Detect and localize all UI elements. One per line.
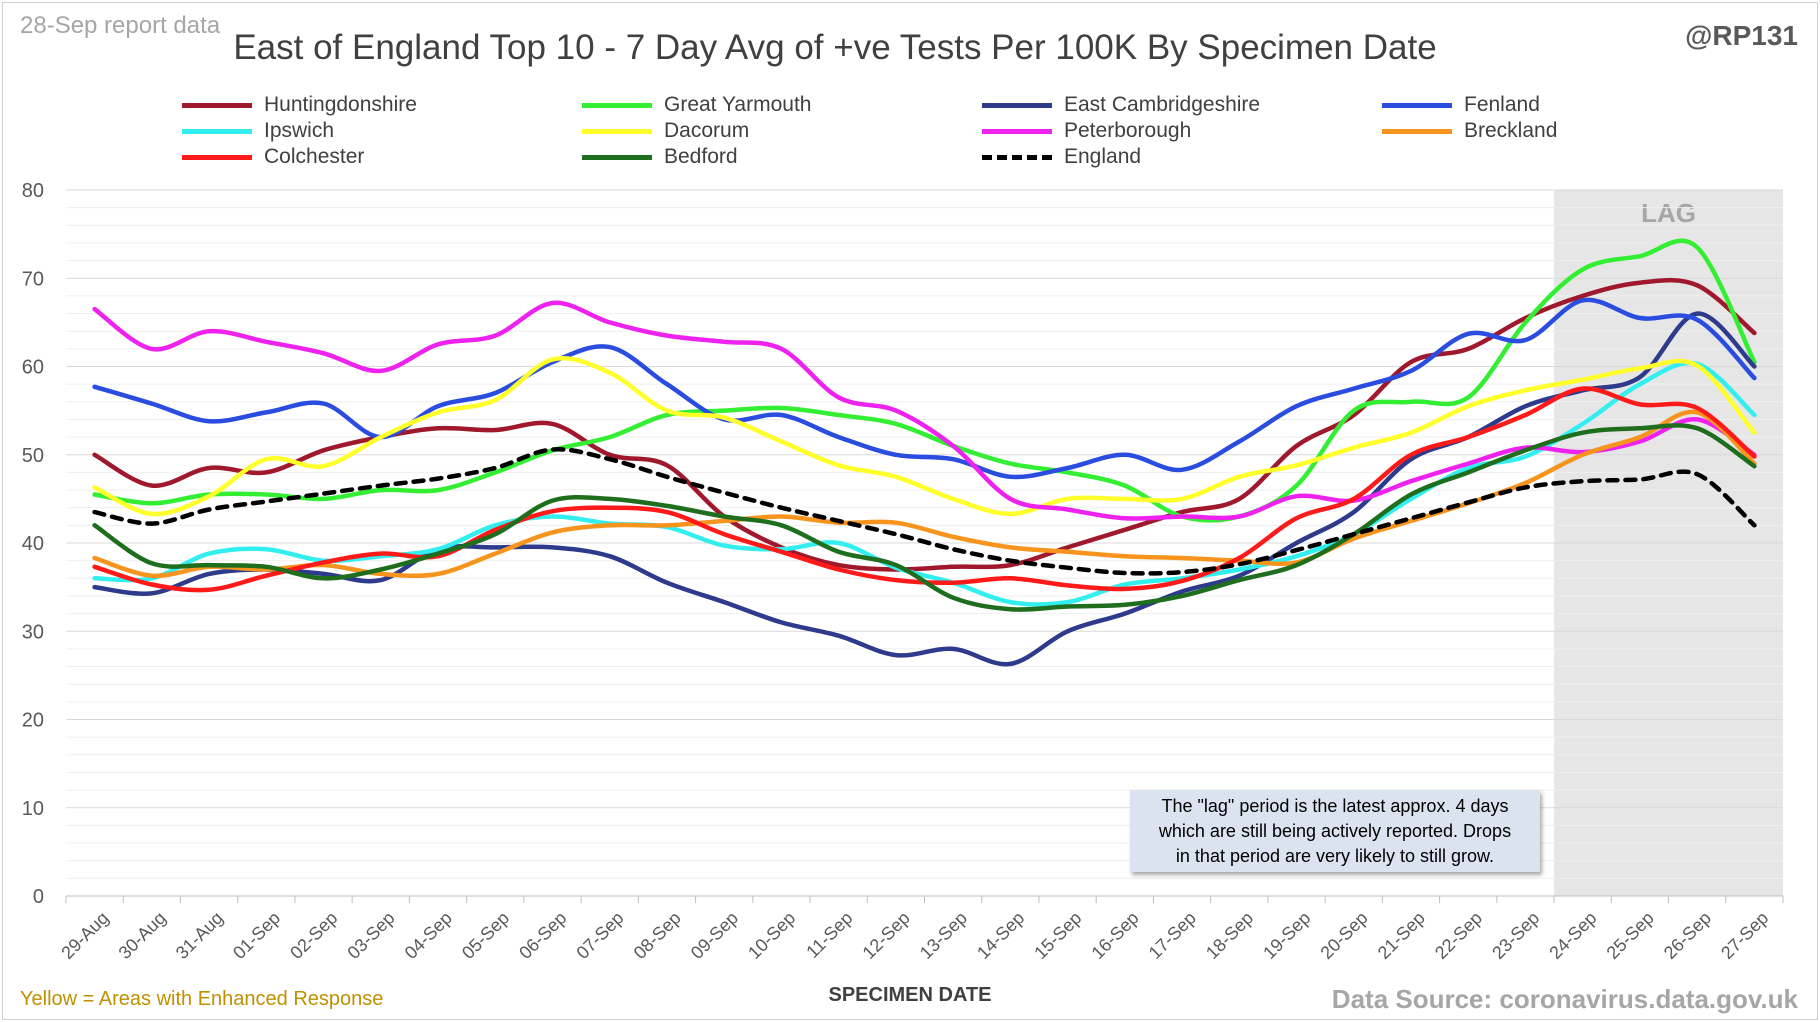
x-tick-label: 17-Sep (1145, 908, 1200, 963)
legend-label: Huntingdonshire (264, 93, 417, 116)
x-tick-label: 20-Sep (1316, 908, 1371, 963)
x-tick-label: 07-Sep (572, 908, 627, 963)
legend-item: Huntingdonshire (182, 92, 417, 118)
legend-label: Peterborough (1064, 119, 1192, 142)
legend-item: Colchester (182, 144, 364, 170)
legend-item: Breckland (1382, 118, 1557, 144)
legend-swatch (582, 154, 652, 160)
report-date-label: 28-Sep report data (20, 12, 221, 39)
y-tick-label: 80 (22, 180, 44, 202)
x-tick-label: 01-Sep (229, 908, 284, 963)
x-tick-label: 02-Sep (286, 908, 341, 963)
x-tick-label: 13-Sep (916, 908, 971, 963)
y-tick-label: 20 (22, 710, 44, 732)
legend-swatch (182, 102, 252, 108)
legend-label: England (1064, 145, 1142, 168)
series-line-colchester (92, 386, 1757, 593)
series-line-peterborough (92, 300, 1757, 521)
data-source: Data Source: coronavirus.data.gov.uk (1331, 984, 1798, 1014)
x-tick-label: 29-Aug (57, 908, 112, 963)
legend-label: East Cambridgeshire (1064, 93, 1261, 116)
lag-note-line-3: in that period are very likely to still … (1175, 846, 1495, 866)
legend-label: Fenland (1464, 93, 1540, 116)
series-line-great-yarmouth (92, 238, 1757, 523)
x-tick-label: 10-Sep (744, 908, 799, 963)
x-tick-label: 04-Sep (401, 908, 456, 963)
legend-item: East Cambridgeshire (982, 92, 1260, 118)
lag-annotation: The "lag" period is the latest approx. 4… (1130, 790, 1540, 872)
legend-item: Ipswich (182, 118, 334, 144)
legend-label: Bedford (664, 145, 738, 168)
series-line-bedford (92, 423, 1757, 612)
series-line-england (92, 447, 1757, 576)
lag-note-line-2: which are still being actively reported.… (1158, 821, 1512, 841)
legend-swatch (982, 102, 1052, 108)
x-tick-label: 25-Sep (1603, 908, 1658, 963)
legend-item: England (982, 144, 1141, 170)
lag-label: LAG (1641, 198, 1696, 228)
x-tick-label: 09-Sep (687, 908, 742, 963)
x-tick-label: 23-Sep (1488, 908, 1543, 963)
series-line-dacorum (92, 356, 1757, 517)
x-tick-label: 06-Sep (515, 908, 570, 963)
x-tick-label: 19-Sep (1259, 908, 1314, 963)
y-tick-label: 10 (22, 798, 44, 820)
x-tick-label: 31-Aug (172, 908, 227, 963)
lag-note-line-1: The "lag" period is the latest approx. 4… (1161, 796, 1509, 816)
legend-swatch (1382, 102, 1452, 108)
legend-swatch (1382, 128, 1452, 134)
x-tick-label: 26-Sep (1660, 908, 1715, 963)
legend-item: Great Yarmouth (582, 92, 811, 118)
legend-label: Breckland (1464, 119, 1558, 142)
legend-item: Dacorum (582, 118, 749, 144)
x-tick-label: 27-Sep (1717, 908, 1772, 963)
legend-swatch (182, 154, 252, 160)
x-tick-label: 21-Sep (1374, 908, 1429, 963)
x-tick-label: 11-Sep (802, 908, 856, 962)
y-tick-label: 60 (22, 357, 44, 379)
x-tick-label: 16-Sep (1088, 908, 1143, 963)
legend-label: Dacorum (664, 119, 750, 142)
x-tick-label: 15-Sep (1030, 908, 1085, 963)
legend-swatch (582, 128, 652, 134)
legend-item: Peterborough (982, 118, 1191, 144)
x-tick-label: 30-Aug (115, 908, 170, 963)
x-tick-label: 08-Sep (630, 908, 685, 963)
legend-item: Fenland (1382, 92, 1540, 118)
x-tick-label: 03-Sep (343, 908, 398, 963)
x-tick-label: 18-Sep (1202, 908, 1257, 963)
x-tick-label: 14-Sep (973, 908, 1028, 963)
y-tick-label: 70 (22, 268, 44, 290)
legend-label: Great Yarmouth (664, 93, 812, 116)
legend-label: Ipswich (264, 119, 335, 142)
x-tick-label: 22-Sep (1431, 908, 1486, 963)
legend-item: Bedford (582, 144, 738, 170)
legend-label: Colchester (264, 145, 365, 168)
y-tick-label: 0 (33, 886, 44, 908)
y-tick-label: 40 (22, 533, 44, 555)
enhanced-response-note: Yellow = Areas with Enhanced Response (20, 988, 384, 1010)
legend-swatch (182, 128, 252, 134)
x-tick-label: 05-Sep (458, 908, 513, 963)
x-tick-label: 12-Sep (859, 908, 914, 963)
legend-swatch (582, 102, 652, 108)
x-tick-label: 24-Sep (1545, 908, 1600, 963)
y-tick-label: 30 (22, 621, 44, 643)
chart-title: East of England Top 10 - 7 Day Avg of +v… (233, 28, 1437, 67)
legend-swatch (982, 154, 1052, 160)
y-tick-label: 50 (22, 445, 44, 467)
series-line-east-cambridgeshire (92, 311, 1757, 667)
legend-swatch (982, 128, 1052, 134)
author-handle: @RP131 (1685, 20, 1798, 51)
